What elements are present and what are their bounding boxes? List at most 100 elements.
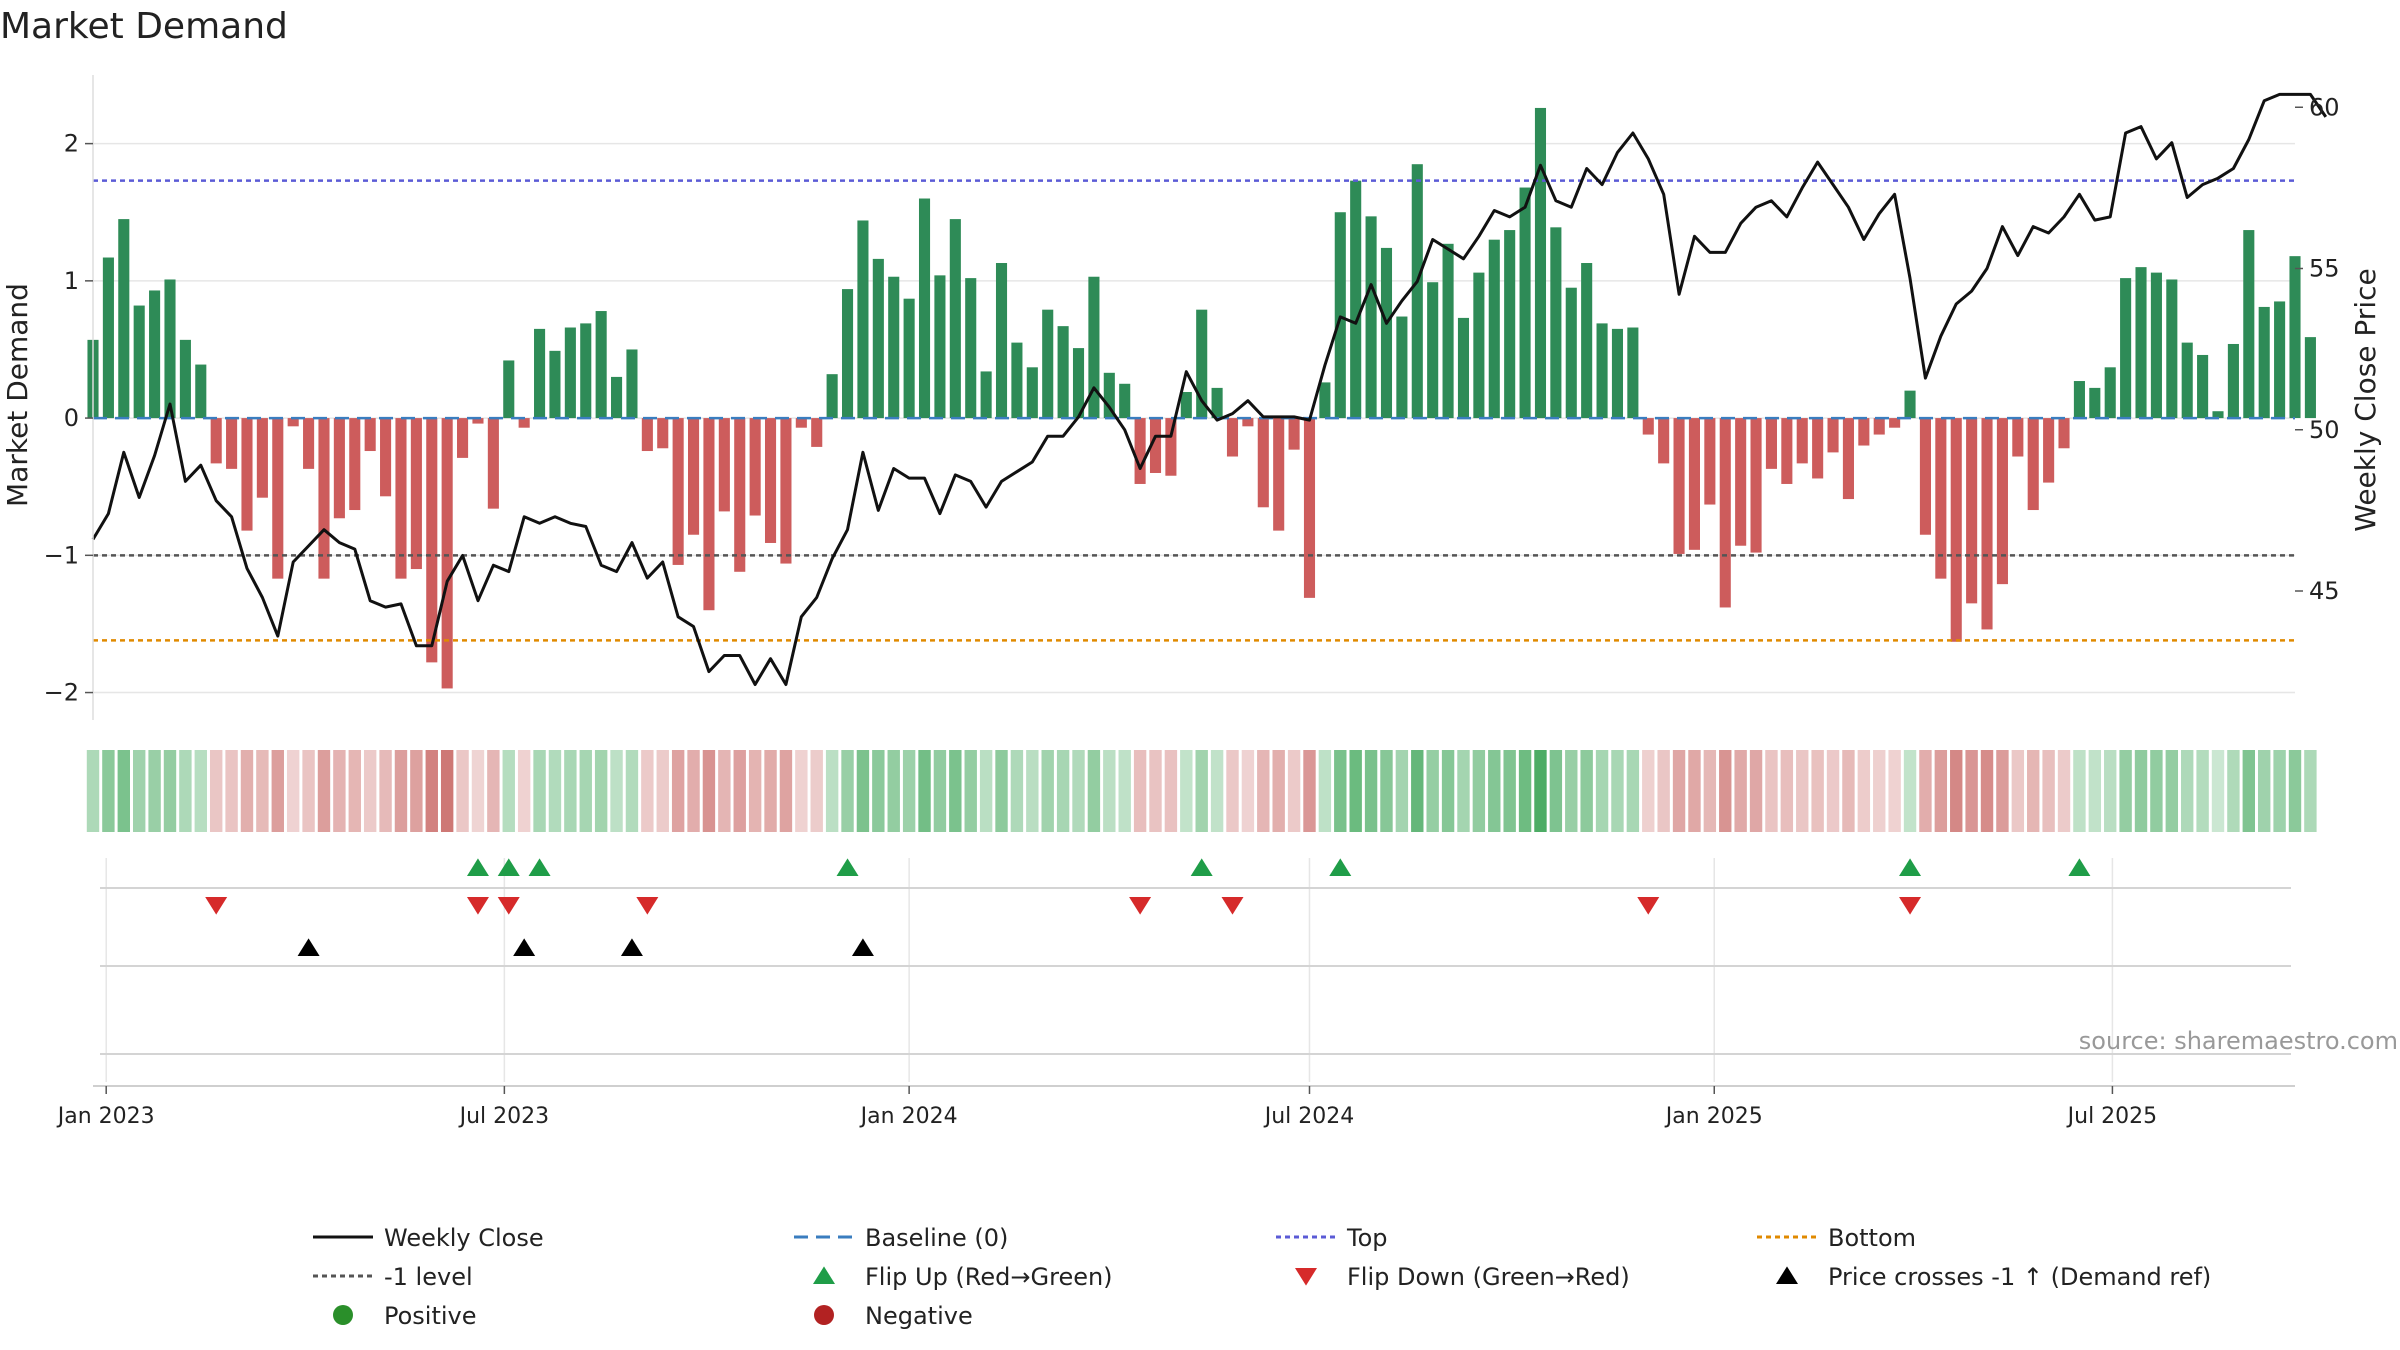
heat-cell-positive	[2073, 750, 2086, 832]
x-tick-label: Jul 2024	[1263, 1104, 1355, 1129]
demand-bar-negative	[2058, 418, 2070, 449]
heat-cell-negative	[1919, 750, 1932, 832]
heat-cell-negative	[425, 750, 438, 832]
flip-up-marker	[1190, 858, 1213, 876]
heat-cell-positive	[1010, 750, 1024, 832]
heat-cell-positive	[194, 750, 207, 832]
heat-cell-positive	[594, 750, 608, 832]
heat-cell-positive	[856, 750, 870, 832]
heat-cell-negative	[348, 750, 361, 832]
heat-cell-positive	[1026, 750, 1039, 832]
demand-bar-negative	[472, 418, 484, 424]
heat-cell-positive	[2242, 750, 2255, 832]
heat-cell-negative	[487, 750, 500, 832]
demand-bar-negative	[1257, 418, 1269, 508]
demand-bar-positive	[133, 305, 145, 419]
heat-cell-positive	[148, 750, 161, 832]
demand-bar-positive	[2289, 256, 2301, 419]
flip-down-marker	[1899, 897, 1922, 915]
demand-bar-negative	[718, 418, 730, 512]
heat-cell-negative	[1796, 750, 1809, 832]
demand-bar-positive	[1011, 342, 1023, 419]
heat-cell-positive	[995, 750, 1008, 832]
heat-cell-positive	[1565, 750, 1578, 832]
demand-bar-positive	[118, 219, 130, 419]
heat-cell-positive	[825, 750, 839, 832]
heat-cell-negative	[1826, 750, 1840, 832]
demand-bar-positive	[2089, 387, 2101, 419]
flip-up-marker	[1899, 858, 1922, 876]
demand-bar-positive	[611, 376, 623, 419]
heat-cell-negative	[687, 750, 700, 832]
heat-cell-positive	[2273, 750, 2286, 832]
demand-bar-negative	[1226, 418, 1239, 457]
flip-down-marker	[636, 897, 659, 915]
demand-bar-negative	[1165, 418, 1177, 476]
heat-cell-positive	[964, 750, 977, 832]
x-tick-label: Jan 2024	[859, 1104, 958, 1129]
heat-cell-positive	[933, 750, 947, 832]
demand-bar-positive	[857, 220, 869, 419]
demand-bar-negative	[811, 418, 823, 447]
demand-bar-positive	[1180, 392, 1192, 419]
demand-bar-positive	[934, 275, 946, 419]
demand-bar-positive	[195, 364, 207, 419]
heat-cell-positive	[1457, 750, 1470, 832]
demand-bar-negative	[210, 418, 222, 464]
demand-bar-negative	[487, 418, 499, 509]
demand-bar-negative	[672, 418, 684, 565]
heat-cell-negative	[1257, 750, 1270, 832]
heat-cell-positive	[2165, 750, 2179, 832]
heat-cell-positive	[1549, 750, 1563, 832]
legend-label: Positive	[384, 1302, 477, 1330]
demand-heatmap-strip	[86, 750, 2317, 832]
legend-swatch	[1776, 1266, 1798, 1284]
heat-cell-positive	[887, 750, 900, 832]
heat-cell-positive	[1426, 750, 1439, 832]
demand-bar-positive	[1211, 387, 1223, 419]
demand-bar-negative	[457, 418, 469, 458]
demand-bar-positive	[1365, 216, 1377, 419]
heat-cell-negative	[440, 750, 454, 832]
demand-bar-positive	[1026, 367, 1038, 419]
reference-lines	[93, 179, 2295, 642]
demand-bar-negative	[426, 418, 438, 663]
demand-bar-positive	[826, 374, 838, 419]
demand-bar-positive	[2212, 411, 2224, 419]
heat-cell-negative	[1287, 750, 1301, 832]
heat-cell-negative	[1719, 750, 1732, 832]
x-tick-label: Jul 2025	[2066, 1104, 2158, 1129]
heat-cell-positive	[1364, 750, 1378, 832]
demand-bar-positive	[2227, 343, 2239, 419]
heat-cell-positive	[502, 750, 515, 832]
heat-cell-negative	[256, 750, 269, 832]
heat-cell-negative	[748, 750, 762, 832]
heat-cell-positive	[1441, 750, 1455, 832]
heat-cell-negative	[1241, 750, 1255, 832]
price-cross-marker	[513, 938, 536, 956]
demand-bar-positive	[1442, 243, 1454, 419]
heat-cell-negative	[363, 750, 377, 832]
heat-cell-positive	[610, 750, 623, 832]
heat-cell-negative	[1303, 750, 1316, 832]
heat-cell-positive	[1334, 750, 1347, 832]
heat-cell-negative	[1226, 750, 1239, 832]
demand-bar-positive	[534, 328, 546, 419]
heat-cell-negative	[2027, 750, 2040, 832]
heat-cell-positive	[979, 750, 993, 832]
demand-bar-negative	[226, 418, 238, 469]
legend-label: Negative	[865, 1302, 973, 1330]
demand-bar-negative	[1642, 418, 1654, 435]
heat-cell-negative	[1688, 750, 1701, 832]
heat-cell-negative	[1272, 750, 1285, 832]
legend-swatch	[333, 1305, 353, 1325]
legend-swatch	[813, 1266, 835, 1284]
heat-cell-positive	[2088, 750, 2102, 832]
flip-down-marker	[1221, 897, 1244, 915]
legend-label: Top	[1346, 1224, 1388, 1252]
demand-bar-negative	[1673, 418, 1685, 554]
demand-bar-positive	[2243, 230, 2255, 419]
demand-bar-positive	[841, 289, 854, 419]
heat-cell-negative	[271, 750, 284, 832]
demand-bar-positive	[1411, 164, 1423, 419]
